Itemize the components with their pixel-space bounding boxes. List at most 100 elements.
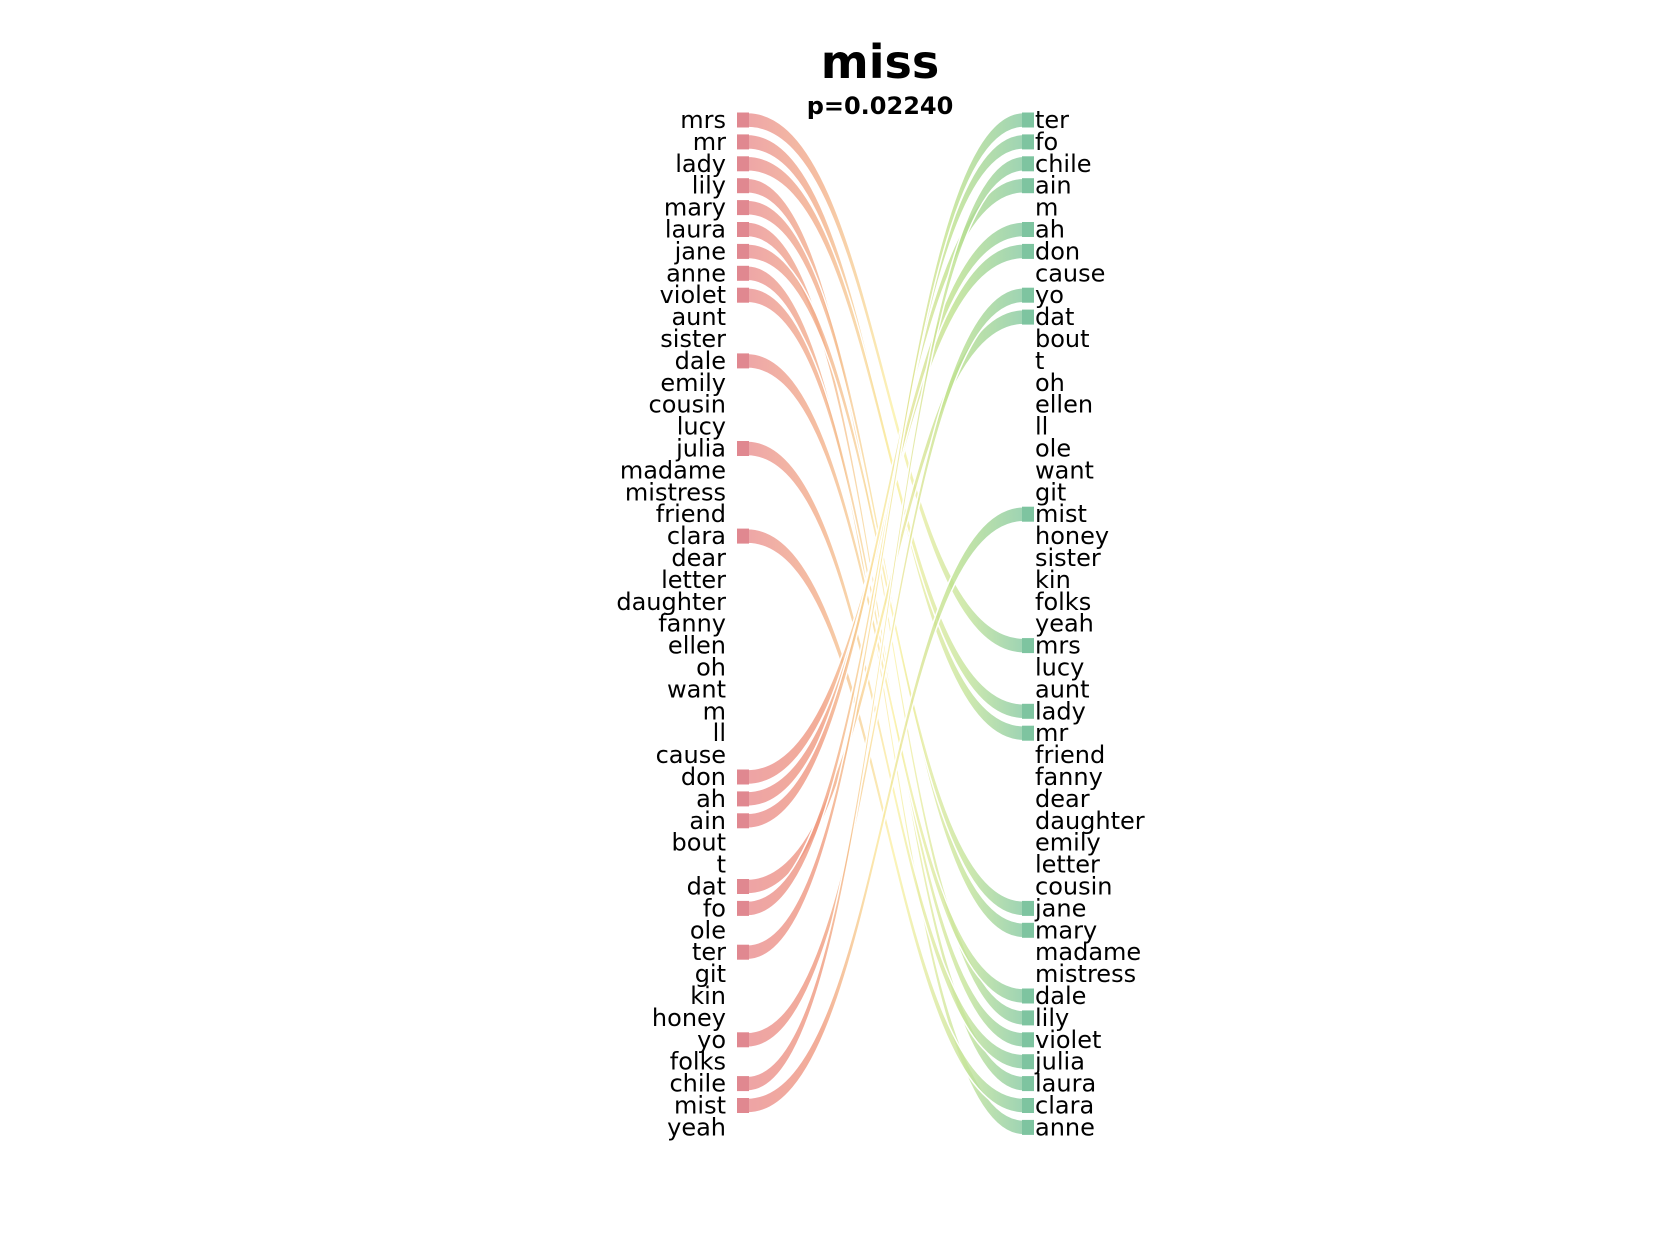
right-bar-ain (1022, 178, 1034, 194)
right-bar-anne (1022, 1119, 1034, 1135)
left-bar-mary (737, 200, 749, 216)
right-label-jane: jane (1034, 894, 1086, 922)
right-label-aunt: aunt (1035, 675, 1090, 703)
left-label-laura: laura (665, 216, 726, 244)
ribbons (737, 111, 1034, 1136)
right-label-friend: friend (1035, 741, 1105, 769)
left-label-don: don (681, 763, 726, 791)
right-label-lady: lady (1035, 697, 1086, 725)
right-label-cousin: cousin (1035, 873, 1112, 901)
right-label-mist: mist (1035, 500, 1087, 528)
left-bar-jane (737, 243, 749, 259)
left-label-cause: cause (656, 741, 726, 769)
left-labels: mrsmrladylilymarylaurajaneannevioletaunt… (616, 106, 726, 1141)
right-bar-mr (1022, 725, 1034, 741)
right-label-kin: kin (1035, 566, 1071, 594)
left-label-fanny: fanny (658, 610, 726, 638)
right-label-ole: ole (1035, 435, 1071, 463)
left-label-cousin: cousin (649, 391, 726, 419)
right-bar-violet (1022, 1032, 1034, 1048)
left-label-t: t (717, 851, 726, 879)
left-label-lady: lady (675, 150, 726, 178)
right-label-emily: emily (1035, 829, 1101, 857)
left-label-mr: mr (693, 128, 726, 156)
right-label-madame: madame (1035, 938, 1141, 966)
left-label-ter: ter (692, 938, 726, 966)
left-label-dear: dear (671, 544, 726, 572)
right-label-daughter: daughter (1035, 807, 1145, 835)
left-bar-lily (737, 178, 749, 194)
right-label-chile: chile (1035, 150, 1092, 178)
left-label-lily: lily (692, 172, 726, 200)
left-label-fo: fo (703, 894, 726, 922)
left-bar-yo (737, 1032, 749, 1048)
right-bar-lady (1022, 703, 1034, 719)
left-label-ain: ain (689, 807, 726, 835)
left-label-yeah: yeah (667, 1113, 726, 1141)
right-bar-yo (1022, 287, 1034, 303)
right-label-honey: honey (1035, 522, 1109, 550)
left-label-ole: ole (690, 916, 726, 944)
left-label-violet: violet (660, 281, 726, 309)
right-bar-clara (1022, 1098, 1034, 1113)
left-label-honey: honey (652, 1004, 726, 1032)
left-label-m: m (703, 697, 726, 725)
right-label-git: git (1035, 478, 1066, 506)
right-label-m: m (1035, 194, 1058, 222)
left-bar-mr (737, 134, 749, 150)
right-label-julia: julia (1034, 1048, 1085, 1076)
left-bar-fo (737, 900, 749, 916)
left-bar-lady (737, 156, 749, 172)
left-label-mist: mist (674, 1092, 726, 1120)
right-bar-ter (1022, 112, 1034, 128)
right-label-lily: lily (1035, 1004, 1069, 1032)
right-label-mistress: mistress (1035, 960, 1136, 988)
left-label-emily: emily (660, 369, 726, 397)
left-label-ll: ll (713, 719, 726, 747)
right-label-mrs: mrs (1035, 632, 1081, 660)
right-label-ain: ain (1035, 172, 1072, 200)
left-bar-julia (737, 441, 749, 456)
left-bar-ter (737, 944, 749, 960)
right-bar-fo (1022, 134, 1034, 150)
left-label-bout: bout (671, 829, 726, 857)
right-bar-dat (1022, 309, 1034, 325)
left-label-ellen: ellen (668, 632, 726, 660)
left-label-want: want (667, 675, 726, 703)
right-bar-lily (1022, 1010, 1034, 1026)
left-bar-ah (737, 791, 749, 807)
left-label-mistress: mistress (625, 478, 726, 506)
right-label-mr: mr (1035, 719, 1068, 747)
right-label-ll: ll (1035, 413, 1048, 441)
right-bar-mrs (1022, 638, 1034, 654)
left-label-dat: dat (687, 873, 726, 901)
right-bar-mary (1022, 922, 1034, 938)
right-bar-chile (1022, 156, 1034, 172)
right-bar-julia (1022, 1054, 1034, 1070)
right-label-dat: dat (1035, 303, 1074, 331)
right-label-dale: dale (1035, 982, 1086, 1010)
right-label-cause: cause (1035, 259, 1105, 287)
left-bar-mrs (737, 112, 749, 128)
left-bar-laura (737, 222, 749, 237)
right-label-want: want (1035, 456, 1094, 484)
right-label-sister: sister (1035, 544, 1101, 572)
left-bar-violet (737, 287, 749, 303)
right-bar-mist (1022, 506, 1034, 522)
chart-title: miss (821, 35, 939, 89)
left-label-madame: madame (620, 456, 726, 484)
right-label-t: t (1035, 347, 1044, 375)
left-label-jane: jane (674, 237, 726, 265)
right-labels: terfochileainmahdoncauseyodatbouttohelle… (1034, 106, 1145, 1141)
left-label-aunt: aunt (671, 303, 726, 331)
left-label-git: git (695, 960, 726, 988)
right-label-ah: ah (1035, 216, 1065, 244)
right-label-dear: dear (1035, 785, 1090, 813)
left-label-mrs: mrs (680, 106, 726, 134)
right-bar-ah (1022, 222, 1034, 237)
right-label-laura: laura (1035, 1070, 1096, 1098)
left-bar-dat (737, 879, 749, 894)
left-label-mary: mary (664, 194, 726, 222)
